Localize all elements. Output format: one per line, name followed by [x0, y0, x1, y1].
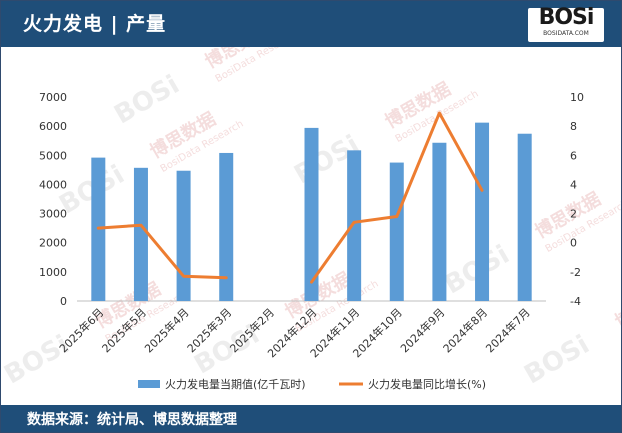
legend-swatch-bar — [138, 380, 160, 388]
bar — [432, 142, 447, 301]
watermark-cn: 博思数据 — [611, 278, 621, 333]
series-line — [96, 223, 228, 280]
y-right-tick-label: 8 — [570, 120, 577, 133]
y-right-tick-label: 4 — [570, 178, 577, 191]
y-right-tick-label: -4 — [570, 295, 581, 308]
logo-brand: BOSi — [538, 5, 595, 30]
bar — [176, 170, 191, 301]
y-right-tick-label: 0 — [570, 237, 577, 250]
y-left-tick-label: 4000 — [39, 178, 67, 191]
chart-axes: 0 1000 2000 3000 4000 5000 6000 7000 -4 -2 0 2 4 6 8 10 — [39, 91, 584, 308]
chart-legend: 火力发电量当期值(亿千瓦时) 火力发电量同比增长(%) — [138, 377, 486, 391]
x-tick-label: 2024年7月 — [483, 305, 533, 355]
bosi-logo: BOSi BOSIDATA.COM — [528, 5, 604, 42]
y-left-tick-label: 2000 — [39, 237, 67, 250]
y-left-tick-label: 5000 — [39, 149, 67, 162]
series-line — [310, 111, 484, 284]
bar — [389, 162, 404, 301]
legend-label-bar: 火力发电量当期值(亿千瓦时) — [165, 377, 306, 391]
bar — [219, 152, 234, 301]
legend-label-line: 火力发电量同比增长(%) — [368, 377, 486, 391]
line-series — [96, 111, 484, 284]
y-left-tick-label: 3000 — [39, 208, 67, 221]
bar — [347, 150, 362, 301]
data-source: 数据来源：统计局、博思数据整理 — [27, 412, 237, 428]
x-tick-label: 2024年8月 — [440, 305, 490, 355]
bar — [517, 133, 532, 301]
bar — [304, 127, 319, 302]
watermark-brand: BOSi — [109, 70, 184, 131]
y-left-tick-label: 7000 — [39, 91, 67, 104]
watermark-brand: BOSi — [519, 330, 594, 391]
y-left-tick-label: 6000 — [39, 120, 67, 133]
y-left-tick-label: 1000 — [39, 266, 67, 279]
y-right-tick-label: 10 — [570, 91, 584, 104]
x-tick-label: 2024年9月 — [397, 305, 447, 355]
x-tick-label: 2025年6月 — [56, 305, 106, 355]
logo-domain: BOSIDATA.COM — [543, 30, 589, 37]
header-bar: 火力发电 | 产量 BOSi BOSIDATA.COM — [1, 1, 621, 47]
bar — [475, 122, 490, 301]
y-right-tick-label: -2 — [570, 266, 581, 279]
footer-bar: 数据来源：统计局、博思数据整理 — [1, 405, 621, 432]
y-right-tick-label: 6 — [570, 149, 577, 162]
y-right-tick-label: 2 — [570, 208, 577, 221]
bar — [133, 167, 148, 301]
page-title: 火力发电 | 产量 — [23, 13, 167, 35]
y-left-tick-label: 0 — [60, 295, 67, 308]
